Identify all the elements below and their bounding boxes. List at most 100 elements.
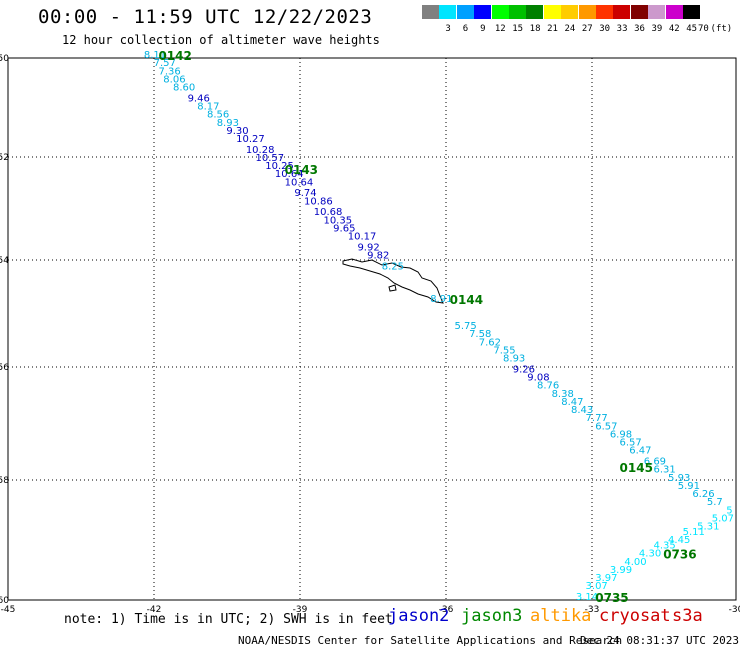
- y-tick-label: -58: [0, 476, 9, 486]
- wave-height-label: 10.27: [236, 134, 265, 145]
- wave-height-label: 10.64: [285, 177, 314, 188]
- legend-level: 36: [634, 24, 645, 34]
- legend-level: 45: [686, 24, 698, 34]
- wave-height-label: 9.26: [513, 364, 535, 375]
- island-outline: [342, 258, 444, 304]
- wave-height-label: 7.57: [154, 58, 176, 69]
- wave-height-label: 7.55: [493, 345, 515, 356]
- wave-height-label: 5.11: [683, 527, 705, 538]
- wave-height-label: 7.62: [479, 337, 501, 348]
- pass-label: 0735: [595, 591, 628, 605]
- wave-height-label: 5.93: [668, 473, 690, 484]
- legend-level: 6: [462, 24, 469, 34]
- wave-height-label: 3.99: [610, 565, 632, 576]
- legend-swatch: [596, 5, 613, 19]
- legend-level: 70: [697, 24, 709, 34]
- satellite-jason3: jason3: [461, 606, 523, 626]
- pass-label: 0736: [663, 548, 696, 562]
- wave-height-label: 9.08: [527, 372, 549, 383]
- wave-height-label: 10.86: [304, 196, 333, 207]
- legend-level: 3: [445, 24, 451, 34]
- wave-height-label: 7.58: [469, 329, 491, 340]
- wave-height-label: 4.00: [624, 557, 646, 568]
- satellite-jason2: jason2: [388, 606, 450, 626]
- wave-height-label: 9.82: [367, 251, 389, 262]
- wave-height-label: 8.93: [217, 118, 239, 129]
- wave-height-label: 9.74: [294, 188, 316, 199]
- wave-height-label: 9.30: [226, 126, 248, 137]
- satellite-s3a: s3a: [672, 606, 703, 626]
- wave-height-label: 8.11: [144, 50, 166, 61]
- legend-swatch: [665, 5, 683, 19]
- wave-height-label: 6.69: [644, 457, 666, 468]
- wave-height-label: 6.98: [610, 429, 632, 440]
- wave-height-label: 5: [726, 505, 732, 516]
- legend-level: 15: [512, 24, 524, 34]
- legend-swatch: [526, 5, 544, 19]
- wave-height-label: 7.36: [158, 66, 180, 77]
- pass-label: 0144: [450, 293, 483, 307]
- satellite-altika: altika: [530, 606, 592, 626]
- wave-height-label: 6.47: [629, 446, 651, 457]
- legend-swatch: [561, 5, 579, 19]
- wave-height-label: 6.31: [653, 465, 675, 476]
- wave-height-label: 4.35: [653, 541, 675, 552]
- wave-height-label: 10.35: [323, 215, 352, 226]
- legend-level: 42: [668, 24, 680, 34]
- wave-height-label: 3.97: [595, 573, 617, 584]
- legend-swatch: [578, 5, 596, 19]
- x-tick-label: -42: [147, 605, 162, 615]
- wave-height-label: 8.93: [503, 354, 525, 365]
- wave-height-label: 6.57: [595, 421, 617, 432]
- wave-height-label: 5.31: [697, 522, 719, 533]
- wave-height-label: 8.76: [537, 381, 559, 392]
- legend-level: 30: [599, 24, 611, 34]
- pass-label: 0145: [620, 461, 653, 475]
- wave-height-label: 8.60: [173, 83, 195, 94]
- timestamp-text: Dec 24 08:31:37 UTC 2023: [580, 634, 739, 647]
- y-tick-label: -54: [0, 256, 9, 266]
- pass-label: 0143: [285, 163, 318, 177]
- y-tick-label: -60: [0, 596, 9, 606]
- island-outline: [388, 284, 397, 292]
- y-tick-label: -52: [0, 153, 9, 163]
- wave-height-label: 9.92: [357, 242, 379, 253]
- wave-height-label: 10.17: [348, 232, 377, 243]
- legend-swatch: [509, 5, 526, 19]
- legend-swatch: [630, 5, 648, 19]
- legend-swatch: [439, 5, 457, 19]
- legend-swatch: [474, 5, 492, 19]
- wave-height-label: 8.56: [207, 110, 229, 121]
- legend-swatch: [648, 5, 666, 19]
- wave-height-label: 5.75: [455, 321, 477, 332]
- y-tick-label: -50: [0, 54, 9, 64]
- wave-height-label: 9.46: [188, 93, 210, 104]
- wave-height-label: 10.64: [275, 169, 304, 180]
- legend-level: 21: [547, 24, 558, 34]
- legend-level: 9: [480, 24, 486, 34]
- x-tick-label: -33: [585, 605, 600, 615]
- legend-swatch: [456, 5, 474, 19]
- wave-height-label: 9.65: [333, 223, 355, 234]
- y-tick-label: -56: [0, 363, 9, 373]
- wave-height-label: 3.07: [586, 581, 608, 592]
- wave-height-label: 6.57: [620, 438, 642, 449]
- wave-height-label: 3.14: [576, 592, 598, 603]
- pass-label: 0142: [158, 49, 191, 63]
- wave-height-label: 10.57: [256, 153, 285, 164]
- wave-height-label: 6.26: [692, 489, 714, 500]
- legend-swatch: [613, 5, 631, 19]
- wave-height-label: 8.91: [430, 294, 452, 305]
- legend-swatch: [422, 5, 439, 19]
- map-title: 00:00 - 11:59 UTC 12/22/2023: [38, 6, 373, 28]
- x-tick-label: -39: [293, 605, 308, 615]
- wave-height-label: 8.47: [561, 397, 583, 408]
- map-frame: [7, 57, 737, 601]
- legend-swatch: [543, 5, 561, 19]
- wave-height-label: 8.17: [197, 101, 219, 112]
- legend-swatch: [683, 5, 700, 19]
- legend-swatch: [491, 5, 509, 19]
- x-tick-label: -36: [439, 605, 454, 615]
